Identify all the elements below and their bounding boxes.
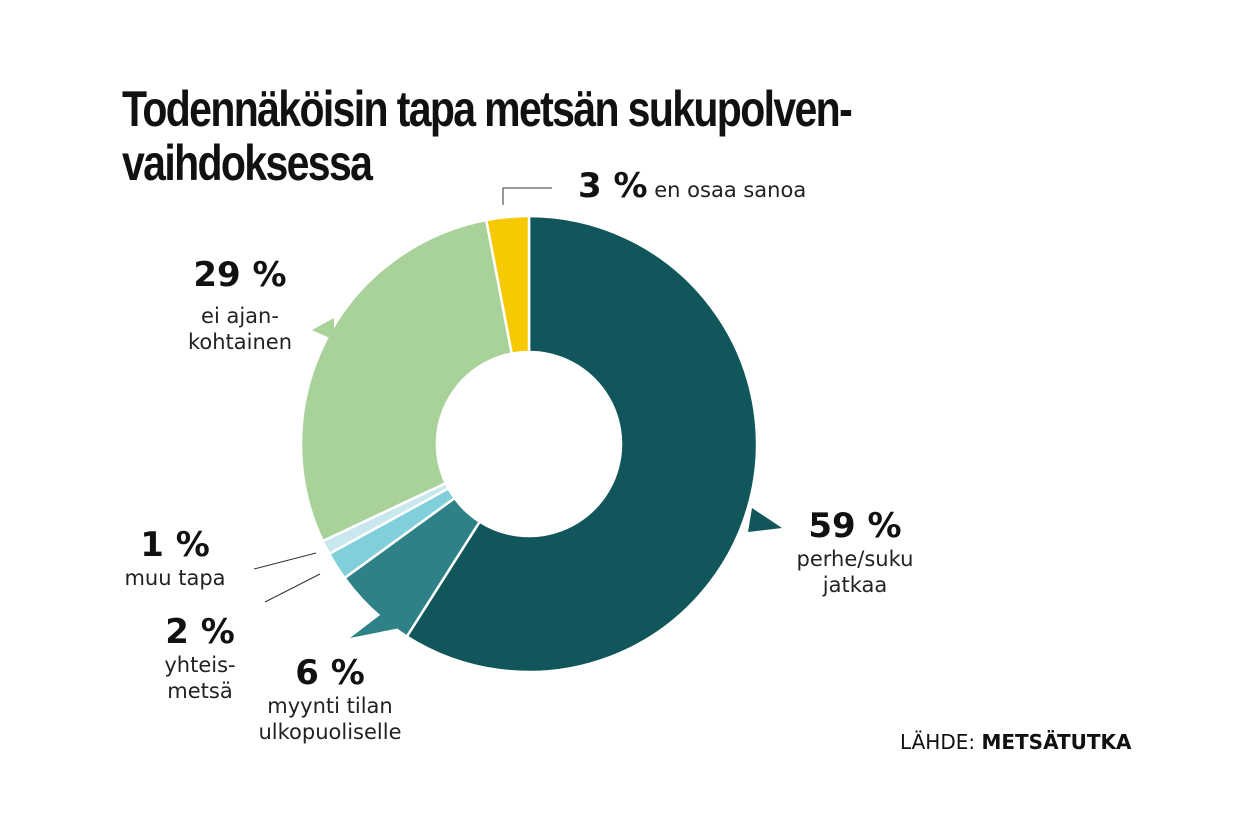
label-line: ulkopuoliselle <box>258 720 402 744</box>
pct-label: 2 % <box>165 612 235 652</box>
pct-label: 3 % <box>578 166 648 206</box>
pct-label: 59 % <box>808 506 902 546</box>
label-line: jatkaa <box>822 573 888 597</box>
pct-label: 6 % <box>295 653 365 693</box>
donut-slice-5 <box>484 214 531 356</box>
slice-label-en-osaa: 3 % en osaa sanoa <box>578 166 806 206</box>
leader-line-1 <box>253 552 317 570</box>
pct-label: 1 % <box>140 525 210 565</box>
chart-title: Todennäköisin tapa metsän sukupolven- va… <box>122 82 975 190</box>
source-prefix: LÄHDE: <box>900 730 976 754</box>
title-line-1: Todennäköisin tapa metsän sukupolven- <box>122 81 853 137</box>
label-line: metsä <box>167 679 233 703</box>
slice-label-ei-ajankohtainen: 29 % ei ajan- kohtainen <box>150 255 330 355</box>
label-line: myynti tilan <box>267 694 393 718</box>
title-line-2: vaihdoksessa <box>122 135 373 191</box>
label-line: kohtainen <box>187 330 293 354</box>
slice-label-myynti: 6 % myynti tilan ulkopuoliselle <box>250 653 410 745</box>
label-line: muu tapa <box>124 566 226 590</box>
slice-label-perhe: 59 % perhe/suku jatkaa <box>770 506 940 598</box>
leader-line-2 <box>264 573 321 603</box>
source-note: LÄHDE: METSÄTUTKA <box>900 730 1132 754</box>
callout-tail-1 <box>350 612 400 638</box>
source-name: METSÄTUTKA <box>981 730 1132 754</box>
callout-tail-0 <box>748 508 782 532</box>
label-line: en osaa sanoa <box>654 178 807 202</box>
label-line: perhe/suku <box>796 547 914 571</box>
leader-line-0 <box>502 187 552 205</box>
slice-label-yhteismetsa: 2 % yhteis- metsä <box>140 612 260 704</box>
donut-slice-0 <box>405 214 759 674</box>
donut-slice-4 <box>299 218 514 543</box>
callout-tail-2 <box>312 318 334 340</box>
label-line: ei ajan- <box>201 304 279 328</box>
pct-label: 29 % <box>193 255 287 295</box>
label-line: yhteis- <box>164 653 236 677</box>
slice-label-muu: 1 % muu tapa <box>100 525 250 591</box>
